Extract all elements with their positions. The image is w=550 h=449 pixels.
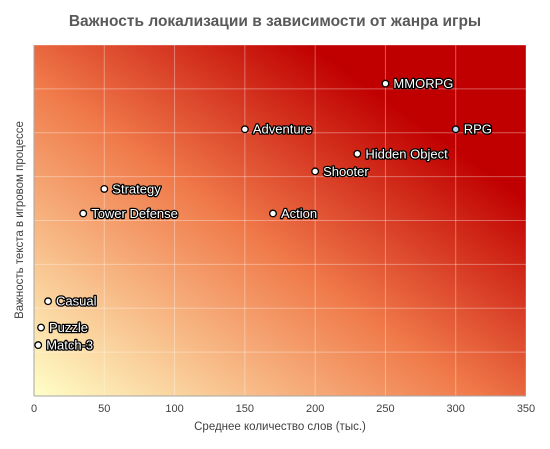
x-axis-title: Среднее количество слов (тыс.): [194, 421, 366, 433]
data-point-marker: [34, 341, 43, 350]
plot-area: [34, 45, 526, 396]
data-point: Puzzle: [37, 319, 89, 336]
x-tick-label: 250: [376, 403, 394, 415]
x-tick-label: 50: [98, 403, 110, 415]
data-points: MMORPG Adventure RPG Hidden Object Shooter St…: [34, 75, 493, 354]
data-point: Adventure: [240, 120, 313, 138]
data-point: MMORPG: [381, 75, 455, 92]
x-tick-label: 350: [517, 403, 535, 415]
x-tick-label: 100: [165, 403, 183, 415]
data-point-marker: [269, 209, 277, 218]
data-point-marker: [240, 125, 249, 134]
data-point: Strategy: [100, 180, 162, 198]
data-point-label: RPG: [464, 122, 492, 137]
gridlines: [34, 44, 527, 396]
data-point-marker: [353, 149, 362, 158]
data-point-label: Adventure: [253, 122, 312, 137]
x-tick-label: 200: [306, 403, 324, 415]
data-point-marker: [37, 323, 45, 332]
data-point-label: Strategy: [112, 181, 161, 196]
axes: [33, 45, 526, 397]
data-point-marker: [451, 125, 460, 134]
data-point-label: Hidden Object: [365, 146, 448, 161]
x-tick-label: 0: [31, 403, 37, 415]
data-point-label: Tower Defense: [91, 206, 178, 221]
data-point: Casual: [44, 292, 98, 310]
x-tick-label: 300: [447, 403, 465, 415]
data-point-label: Casual: [56, 294, 97, 309]
y-axis-title: Важность текста в игровом процессе: [14, 121, 26, 319]
data-point-marker: [44, 297, 53, 306]
data-point: Tower Defense: [79, 205, 179, 222]
data-point: Match-3: [34, 336, 94, 354]
data-point: Shooter: [311, 163, 371, 180]
x-tick-label: 150: [236, 403, 254, 415]
data-point-label: Shooter: [323, 164, 369, 179]
data-point-marker: [79, 209, 88, 218]
data-point-label: MMORPG: [393, 76, 453, 91]
data-point-marker: [100, 184, 109, 193]
data-point: Action: [269, 205, 318, 222]
data-point-marker: [381, 79, 390, 88]
data-point-label: Action: [281, 206, 317, 221]
data-point-label: Puzzle: [49, 320, 88, 335]
data-point: Hidden Object: [353, 145, 449, 163]
chart-title: Важность локализации в зависимости от жа…: [69, 13, 481, 30]
data-point-label: Match-3: [46, 338, 93, 353]
data-point-marker: [311, 167, 320, 176]
x-tick-labels: 0 50 100 150 200 250 300 350: [31, 403, 535, 415]
data-point: RPG: [451, 120, 493, 138]
